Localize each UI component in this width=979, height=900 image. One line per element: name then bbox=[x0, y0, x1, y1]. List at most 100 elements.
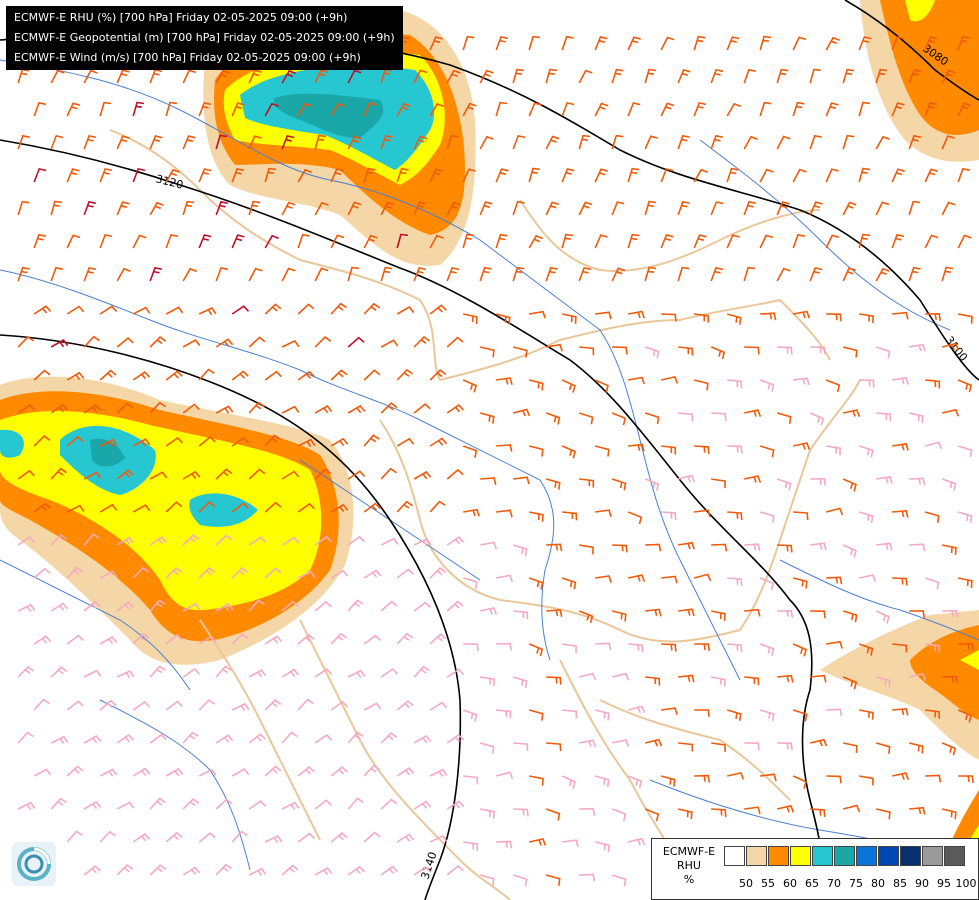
wind-barb bbox=[792, 709, 808, 722]
wind-barb bbox=[711, 610, 726, 621]
wind-barb bbox=[429, 834, 448, 843]
legend-title-model: ECMWF-E bbox=[662, 845, 716, 858]
wind-barb bbox=[545, 68, 558, 84]
wind-barb bbox=[215, 69, 230, 84]
wind-barb bbox=[561, 445, 577, 459]
wind-barb bbox=[958, 577, 973, 588]
wind-barb bbox=[314, 799, 332, 810]
wind-barb bbox=[347, 201, 362, 216]
wind-barb bbox=[281, 69, 296, 84]
wind-barb bbox=[711, 742, 726, 752]
wind-barb bbox=[611, 201, 625, 216]
wind-barb bbox=[760, 312, 777, 321]
wind-barb bbox=[33, 698, 50, 711]
wind-barb bbox=[363, 102, 377, 117]
wind-barb bbox=[726, 167, 739, 183]
wind-barb bbox=[628, 310, 645, 319]
legend-title: ECMWF-E RHU % bbox=[658, 845, 720, 887]
wind-barb bbox=[198, 698, 216, 711]
legend-tick-label: 55 bbox=[761, 877, 775, 890]
wind-barb bbox=[727, 445, 743, 454]
wind-barb bbox=[116, 402, 134, 414]
wind-barb bbox=[281, 405, 300, 414]
wind-barb bbox=[809, 201, 823, 216]
wind-barb bbox=[165, 634, 183, 645]
wind-barb bbox=[330, 766, 348, 777]
wind-barb bbox=[561, 577, 577, 590]
rhu-75-area-w bbox=[90, 438, 125, 467]
wind-barb bbox=[776, 201, 790, 216]
wind-barb bbox=[396, 102, 411, 117]
wind-barb bbox=[545, 135, 560, 150]
wind-barb bbox=[83, 403, 102, 414]
wind-barb bbox=[480, 346, 495, 358]
wind-barb bbox=[132, 101, 145, 117]
wind-barb bbox=[480, 477, 497, 485]
wind-barb bbox=[891, 102, 905, 117]
wind-barb bbox=[694, 509, 711, 518]
wind-barb bbox=[132, 167, 146, 183]
wind-barb bbox=[891, 233, 905, 249]
wind-barb bbox=[17, 665, 35, 678]
wind-barb bbox=[512, 200, 525, 216]
wind-barb bbox=[810, 610, 826, 619]
contour-3100 bbox=[0, 27, 979, 381]
wind-barb bbox=[149, 68, 163, 84]
wind-barb bbox=[314, 267, 329, 282]
wind-barb bbox=[33, 167, 47, 183]
wind-barb bbox=[446, 864, 464, 876]
wind-barb bbox=[99, 570, 118, 579]
wind-barb bbox=[512, 266, 525, 282]
wind-barb bbox=[677, 266, 690, 282]
wind-barb bbox=[759, 101, 772, 117]
wind-barb bbox=[875, 135, 890, 150]
wind-barb bbox=[678, 608, 695, 617]
contour-3140 bbox=[0, 334, 462, 900]
wind-barb bbox=[182, 731, 199, 744]
wind-barb bbox=[561, 35, 574, 51]
country-borders bbox=[109, 129, 861, 900]
wind-barb bbox=[429, 567, 447, 579]
wind-barb bbox=[314, 468, 332, 480]
rhu-75-area bbox=[273, 93, 384, 139]
wind-barb bbox=[495, 771, 514, 780]
wind-barb bbox=[546, 742, 562, 752]
wind-barb bbox=[116, 201, 130, 216]
wind-barb bbox=[380, 537, 399, 546]
wind-barb bbox=[413, 470, 432, 480]
wind-barb bbox=[297, 102, 312, 117]
wind-barb bbox=[215, 734, 234, 744]
wind-barb bbox=[429, 633, 447, 645]
wind-barb bbox=[562, 511, 578, 521]
wind-barb bbox=[17, 134, 30, 150]
wind-barb bbox=[759, 709, 775, 722]
wind-barb bbox=[578, 412, 594, 425]
wind-barb bbox=[429, 36, 443, 51]
wind-barb bbox=[83, 335, 100, 348]
wind-barb bbox=[66, 435, 84, 447]
legend-tick-label: 65 bbox=[805, 877, 819, 890]
wind-barb bbox=[330, 437, 349, 447]
wind-barb bbox=[611, 478, 627, 491]
wind-barb bbox=[661, 445, 677, 455]
wind-barb bbox=[858, 101, 871, 117]
wind-barb bbox=[711, 412, 727, 421]
wind-barb bbox=[132, 833, 151, 843]
wind-barb bbox=[743, 200, 756, 216]
wind-barb bbox=[661, 575, 678, 584]
wind-barb bbox=[132, 371, 151, 381]
wind-barb bbox=[628, 376, 645, 385]
wind-barb bbox=[182, 200, 195, 216]
wind-barb bbox=[50, 200, 62, 216]
wind-barb bbox=[33, 768, 52, 777]
wind-barb bbox=[909, 806, 926, 815]
legend-swatch bbox=[790, 846, 811, 866]
wind-barb bbox=[776, 412, 792, 424]
wind-barb bbox=[50, 735, 69, 744]
wind-barb bbox=[825, 379, 841, 393]
wind-barb bbox=[297, 233, 310, 249]
wind-barb bbox=[363, 831, 381, 843]
wind-barb bbox=[693, 168, 708, 183]
wind-barb bbox=[363, 167, 376, 183]
wind-barb bbox=[480, 541, 498, 550]
